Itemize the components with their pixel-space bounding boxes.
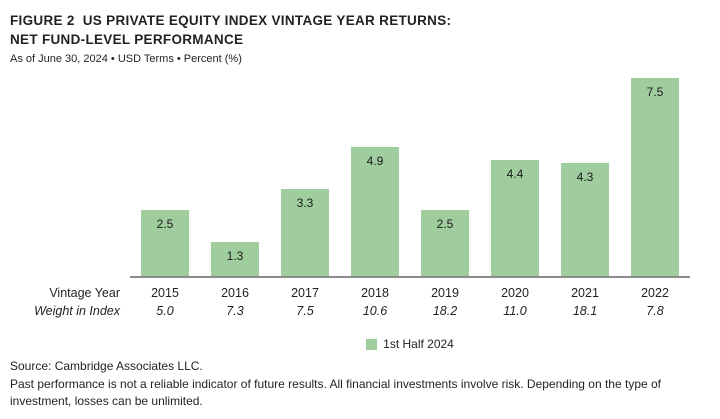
bar-2021: 4.3 <box>561 162 609 276</box>
year-cell-2015: 2015 <box>151 286 179 300</box>
bar-column-2017: 3.3 <box>270 76 340 276</box>
bar-column-2016: 1.3 <box>200 76 270 276</box>
bar-2016: 1.3 <box>211 241 259 276</box>
weight-cell-2021: 18.1 <box>572 304 598 318</box>
bar-value-label: 2.5 <box>156 217 174 231</box>
bar-column-2019: 2.5 <box>410 76 480 276</box>
year-cell-2021: 2021 <box>571 286 599 300</box>
bar-value-label: 4.3 <box>576 169 594 184</box>
bar-value-label: 3.3 <box>296 195 314 210</box>
figure-subtitle: As of June 30, 2024 • USD Terms • Percen… <box>10 53 242 65</box>
vintage-year-row: Vintage Year 2015 2016 2017 2018 2019 2020 202… <box>0 286 720 301</box>
bar-column-2022: 7.5 <box>620 76 690 276</box>
bar-2022: 7.5 <box>631 78 679 276</box>
weight-cell-2015: 5.0 <box>156 304 174 318</box>
weight-cell-2020: 11.0 <box>503 304 527 318</box>
bar-2019: 2.5 <box>421 210 469 276</box>
weight-cell-2022: 7.8 <box>646 304 664 318</box>
bar-column-2020: 4.4 <box>480 76 550 276</box>
year-cell-2018: 2018 <box>361 286 389 300</box>
weight-in-index-row-label: Weight in Index <box>34 304 120 318</box>
bar-column-2015: 2.5 <box>130 76 200 276</box>
disclaimer-text: Past performance is not a reliable indic… <box>10 377 662 408</box>
bar-value-label: 7.5 <box>646 85 664 99</box>
weight-in-index-row: Weight in Index 5.0 7.3 7.5 10.6 18.2 11.0 18.… <box>0 304 720 319</box>
bar-2015: 2.5 <box>141 210 189 276</box>
chart-legend: 1st Half 2024 <box>130 337 690 351</box>
bar-value-label: 2.5 <box>436 217 454 231</box>
bar-chart-plot-area: 2.5 1.3 3.3 4.9 2.5 4.4 4.3 7.5 <box>130 76 690 278</box>
legend-swatch-icon <box>366 338 378 350</box>
weight-cell-2019: 18.2 <box>432 304 458 318</box>
source-text: Source: Cambridge Associates LLC. <box>10 359 203 373</box>
bar-value-label: 4.4 <box>506 166 524 181</box>
figure-title-line1: FIGURE 2 US PRIVATE EQUITY INDEX VINTAGE… <box>10 13 452 28</box>
figure-title-line2: NET FUND-LEVEL PERFORMANCE <box>10 32 244 47</box>
weight-cell-2017: 7.5 <box>296 304 314 318</box>
bar-2017: 3.3 <box>281 188 329 276</box>
weight-cell-2018: 10.6 <box>362 304 388 318</box>
vintage-year-row-label: Vintage Year <box>49 286 120 300</box>
year-cell-2016: 2016 <box>221 286 249 300</box>
bar-column-2018: 4.9 <box>340 76 410 276</box>
bar-2018: 4.9 <box>351 146 399 276</box>
year-cell-2017: 2017 <box>291 286 319 300</box>
bar-value-label: 4.9 <box>366 153 384 168</box>
year-cell-2020: 2020 <box>501 286 529 300</box>
bar-column-2021: 4.3 <box>550 76 620 276</box>
bar-2020: 4.4 <box>491 159 539 276</box>
figure-header: FIGURE 2 US PRIVATE EQUITY INDEX VINTAGE… <box>0 0 720 65</box>
vintage-year-cells: 2015 2016 2017 2018 2019 2020 2021 2022 <box>130 286 690 301</box>
year-cell-2022: 2022 <box>641 286 669 300</box>
weight-cell-2016: 7.3 <box>226 304 244 318</box>
year-cell-2019: 2019 <box>431 286 459 300</box>
legend-label: 1st Half 2024 <box>383 337 454 351</box>
bar-value-label: 1.3 <box>226 248 244 263</box>
figure-footer: Source: Cambridge Associates LLC. Past p… <box>0 351 720 410</box>
weight-in-index-cells: 5.0 7.3 7.5 10.6 18.2 11.0 18.1 7.8 <box>130 304 690 319</box>
